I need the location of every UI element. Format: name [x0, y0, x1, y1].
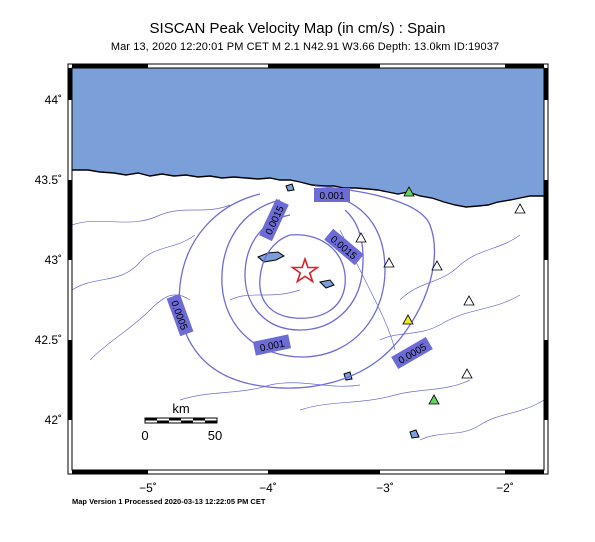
contour-label: 0.001 [314, 188, 350, 202]
lon-tick-label: −2˚ [496, 481, 514, 495]
scale-label-start: 0 [141, 428, 148, 443]
longitude-labels: −5˚ −4˚ −3˚ −2˚ [139, 481, 514, 495]
station-marker [402, 314, 414, 325]
station-marker [461, 368, 473, 379]
station-marker [403, 186, 415, 197]
coastline [72, 169, 544, 208]
contour-labels: 0.001 0.0015 0.0015 0.0005 0.001 0.0005 [166, 188, 433, 370]
lon-tick-label: −4˚ [259, 481, 277, 495]
sea-area [72, 68, 544, 207]
lat-tick-label: 42.5˚ [35, 333, 62, 347]
station-marker [383, 257, 395, 268]
lat-tick-label: 43˚ [45, 253, 62, 267]
map-title: SISCAN Peak Velocity Map (in cm/s) : Spa… [149, 20, 446, 37]
map-frame [67, 63, 549, 475]
station-marker [431, 260, 443, 271]
lon-tick-label: −3˚ [376, 481, 394, 495]
scale-bar: km 0 50 [141, 401, 222, 443]
stations [355, 186, 526, 405]
station-marker [514, 203, 526, 214]
station-marker [428, 394, 440, 405]
lat-tick-label: 44˚ [45, 93, 62, 107]
station-marker [463, 295, 475, 306]
latitude-labels: 44˚ 43.5˚ 43˚ 42.5˚ 42˚ [35, 93, 62, 427]
contour-0-0005 [178, 185, 436, 389]
processing-info: Map Version 1 Processed 2020-03-13 12:22… [72, 497, 266, 506]
epicenter-star-icon [290, 256, 320, 284]
event-info: Mar 13, 2020 12:20:01 PM CET M 2.1 N42.9… [110, 41, 500, 53]
lat-tick-label: 43.5˚ [35, 173, 62, 187]
scale-unit: km [172, 401, 189, 416]
svg-text:0.001: 0.001 [259, 338, 286, 354]
station-marker [355, 232, 367, 243]
scale-label-end: 50 [208, 428, 222, 443]
lon-tick-label: −5˚ [139, 481, 157, 495]
contour-label: 0.001 [252, 334, 292, 356]
contour-0-0015 [244, 209, 364, 331]
svg-text:0.001: 0.001 [319, 191, 344, 202]
contour-0-001 [221, 194, 386, 358]
contour-inner [259, 234, 346, 319]
lat-tick-label: 42˚ [45, 413, 62, 427]
contours [178, 185, 436, 389]
